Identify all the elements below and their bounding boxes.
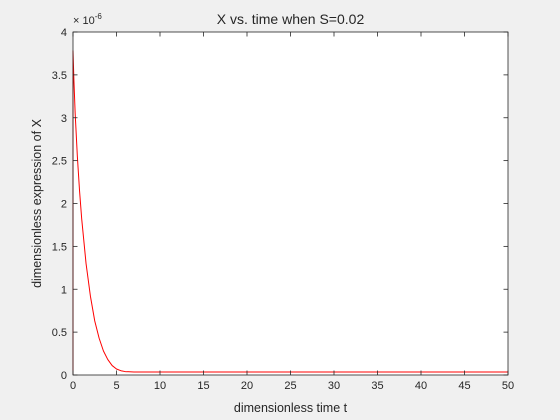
y-exponent-base: × 10: [73, 15, 95, 27]
x-tick-label: 20: [241, 380, 253, 392]
y-tick-label: 2: [61, 199, 67, 211]
x-tick-label: 30: [328, 380, 340, 392]
x-tick-label: 0: [70, 380, 76, 392]
y-tick-label: 3.5: [52, 70, 67, 82]
y-tick-label: 0.5: [52, 327, 67, 339]
y-exponent-power: -6: [95, 12, 103, 21]
y-tick-label: 4: [61, 27, 67, 39]
x-tick-label: 10: [154, 380, 166, 392]
series-line-0: [72, 50, 508, 375]
y-axis-label: dimensionless expression of X: [30, 118, 44, 287]
x-axis-label: dimensionless time t: [234, 401, 348, 415]
x-tick-label: 15: [197, 380, 209, 392]
x-tick-label: 35: [371, 380, 383, 392]
plot-area: [73, 32, 508, 375]
series-group: [72, 50, 508, 375]
chart-title: X vs. time when S=0.02: [217, 11, 365, 27]
axes-box: [72, 31, 509, 376]
x-tick-label: 50: [502, 380, 514, 392]
x-tick-label: 5: [113, 380, 119, 392]
y-exponent: × 10-6: [73, 12, 102, 27]
y-tick-label: 1.5: [52, 241, 67, 253]
x-tick-label: 45: [458, 380, 470, 392]
y-tick-label: 3: [61, 113, 67, 125]
y-tick-label: 2.5: [52, 156, 67, 168]
y-tick-label: 1: [61, 284, 67, 296]
tick-labels-group: 0 5 10 15 20 25 30 35 40 45 50 0 0.5 1 1.5 2 2.5 3 3.5 4: [52, 27, 514, 392]
x-tick-label: 25: [284, 380, 296, 392]
y-tick-label: 0: [61, 370, 67, 382]
x-tick-label: 40: [415, 380, 427, 392]
